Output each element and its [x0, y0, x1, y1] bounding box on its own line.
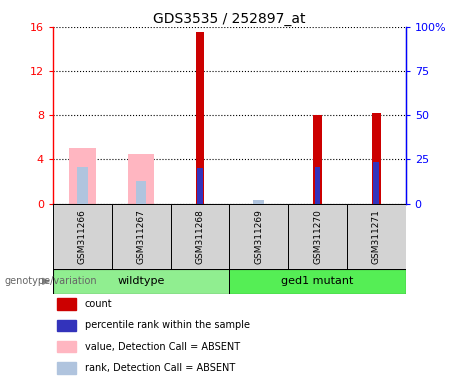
Bar: [128, 154, 154, 204]
Text: GSM311271: GSM311271: [372, 209, 381, 263]
Bar: [195, 32, 204, 204]
Text: ged1 mutant: ged1 mutant: [281, 276, 354, 286]
Bar: [77, 167, 88, 204]
Bar: [288, 204, 347, 269]
Bar: [112, 204, 171, 269]
Title: GDS3535 / 252897_at: GDS3535 / 252897_at: [153, 12, 306, 26]
Text: wildtype: wildtype: [118, 276, 165, 286]
Text: GSM311267: GSM311267: [136, 209, 146, 263]
Bar: [171, 204, 230, 269]
Bar: [314, 167, 320, 204]
Bar: [373, 162, 379, 204]
Bar: [197, 168, 203, 204]
Text: value, Detection Call = ABSENT: value, Detection Call = ABSENT: [85, 341, 240, 352]
Bar: [229, 204, 288, 269]
Bar: [254, 200, 264, 204]
Text: GSM311269: GSM311269: [254, 209, 263, 263]
Text: percentile rank within the sample: percentile rank within the sample: [85, 320, 250, 331]
Bar: [69, 148, 95, 204]
Text: GSM311270: GSM311270: [313, 209, 322, 263]
Text: count: count: [85, 299, 112, 310]
Bar: [53, 269, 230, 294]
Bar: [57, 341, 76, 353]
Text: rank, Detection Call = ABSENT: rank, Detection Call = ABSENT: [85, 362, 235, 373]
Bar: [372, 113, 381, 204]
Bar: [136, 182, 147, 204]
Text: GSM311266: GSM311266: [78, 209, 87, 263]
Bar: [347, 204, 406, 269]
Bar: [313, 115, 322, 204]
Bar: [229, 269, 406, 294]
Text: GSM311268: GSM311268: [195, 209, 205, 263]
Bar: [53, 204, 112, 269]
Bar: [57, 319, 76, 331]
Text: genotype/variation: genotype/variation: [5, 276, 97, 286]
Bar: [57, 362, 76, 374]
Bar: [57, 298, 76, 310]
